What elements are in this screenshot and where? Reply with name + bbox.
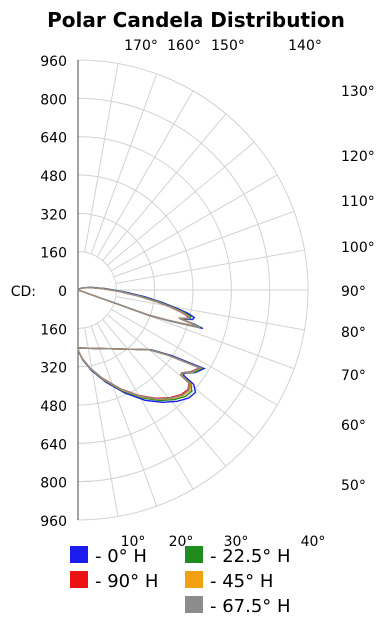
legend-swatch — [185, 571, 203, 588]
grid-spoke — [102, 113, 227, 261]
polar-grid — [77, 59, 309, 521]
chart-title: Polar Candela Distribution — [47, 8, 345, 32]
axis-labels: 960 800 640 480 320 160 0 CD: 160 320 480 640 800 960… — [11, 38, 375, 550]
radial-tick-label: 0 — [58, 284, 67, 300]
grid-spoke — [84, 327, 119, 517]
angle-label-top: 160° — [167, 38, 201, 54]
angle-label-bottom: 10° — [121, 534, 146, 550]
radial-tick-label: 480 — [40, 399, 67, 415]
angle-label-bottom: 30° — [224, 534, 249, 550]
radial-axis-label: CD: — [11, 284, 36, 300]
legend-swatch — [70, 546, 88, 563]
radial-tick-label: 480 — [40, 169, 67, 185]
series-group — [77, 286, 206, 404]
angle-label-right: 90° — [341, 284, 366, 300]
grid-spoke — [96, 90, 194, 258]
series-line-2-upper — [77, 286, 199, 328]
grid-spoke — [115, 296, 305, 331]
legend-swatch — [185, 596, 203, 613]
legend-swatch — [70, 571, 88, 588]
radial-tick-label: 320 — [40, 361, 67, 377]
angle-label-right: 60° — [341, 418, 366, 434]
legend-label: - 22.5° H — [210, 546, 291, 567]
legend: - 0° H - 22.5° H - 90° H - 45° H - 67.5° H — [70, 546, 291, 617]
grid-spoke — [110, 308, 278, 406]
angle-label-bottom: 40° — [301, 534, 326, 550]
radial-tick-label: 320 — [40, 207, 67, 223]
radial-tick-label: 800 — [40, 476, 67, 492]
radial-tick-label: 160 — [40, 246, 67, 262]
grid-spoke — [115, 249, 305, 284]
angle-label-right: 120° — [341, 149, 375, 165]
grid-spoke — [113, 210, 295, 278]
grid-spoke — [107, 141, 255, 266]
legend-label: - 90° H — [95, 571, 158, 592]
legend-label: - 45° H — [210, 571, 273, 592]
grid-spoke — [90, 325, 158, 507]
radial-tick-label: 640 — [40, 131, 67, 147]
angle-label-top: 150° — [211, 38, 245, 54]
angle-label-top: 170° — [124, 38, 158, 54]
grid-spoke — [102, 319, 227, 467]
legend-label: - 0° H — [95, 546, 147, 567]
grid-spoke — [96, 322, 194, 490]
series-line-1-upper — [77, 286, 201, 329]
grid-spoke — [84, 63, 119, 253]
radial-tick-label: 960 — [40, 514, 67, 530]
series-line-4-upper — [77, 286, 200, 328]
angle-label-right: 70° — [341, 368, 366, 384]
angle-label-right: 80° — [341, 325, 366, 341]
series-line-4-lower — [77, 347, 202, 400]
angle-label-right: 50° — [341, 478, 366, 494]
radial-tick-label: 960 — [40, 54, 67, 70]
radial-tick-label: 160 — [40, 322, 67, 338]
angle-label-right: 110° — [341, 194, 375, 210]
angle-label-right: 100° — [341, 240, 375, 256]
radial-tick-label: 800 — [40, 92, 67, 108]
grid-spoke — [90, 73, 158, 255]
grid-spoke — [107, 314, 255, 439]
angle-label-top: 140° — [288, 38, 322, 54]
angle-label-right: 130° — [341, 84, 375, 100]
series-line-3-upper — [77, 286, 200, 329]
legend-swatch — [185, 546, 203, 563]
radial-tick-label: 640 — [40, 437, 67, 453]
series-line-0-upper — [77, 286, 204, 330]
legend-label: - 67.5° H — [210, 596, 291, 617]
grid-spoke — [110, 174, 278, 272]
